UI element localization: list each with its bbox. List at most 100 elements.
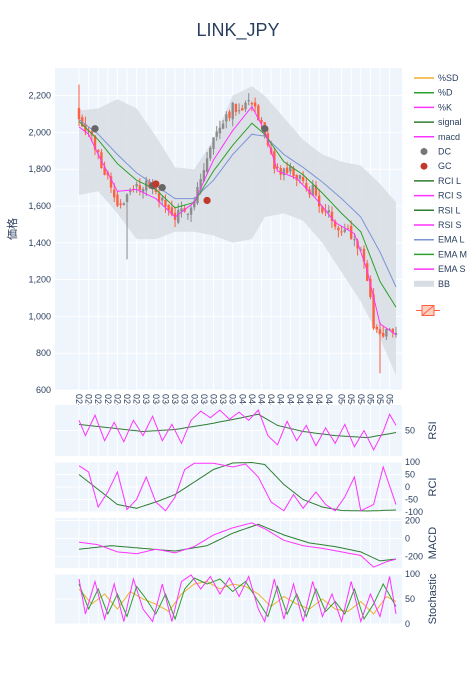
candle[interactable] <box>282 167 286 181</box>
legend-item[interactable]: macd <box>414 132 460 142</box>
legend-item[interactable]: %K <box>414 102 452 112</box>
candle[interactable] <box>385 328 388 341</box>
legend[interactable]: %SD %D %K signal macd DC GC RCI L RCI S RSI L RSI … <box>414 73 467 316</box>
legend-item[interactable]: RSI S <box>414 220 462 230</box>
candle[interactable] <box>247 93 250 106</box>
legend-item[interactable]: %SD <box>414 73 459 83</box>
candle[interactable] <box>237 103 241 115</box>
legend-item[interactable]: EMA L <box>414 235 465 245</box>
gc-marker[interactable] <box>152 180 160 188</box>
candle-body <box>250 102 254 105</box>
dc-marker[interactable] <box>261 125 269 133</box>
candle-body <box>202 170 206 182</box>
candle[interactable] <box>346 224 350 230</box>
candle-body <box>295 174 298 181</box>
legend-item[interactable]: RSI L <box>414 205 461 215</box>
candle[interactable] <box>301 171 305 184</box>
legend-item[interactable]: GC <box>420 161 453 171</box>
panel-0-ytick-label: 1,400 <box>28 238 51 248</box>
candle-body <box>221 123 225 129</box>
candle[interactable] <box>209 145 212 161</box>
candle[interactable] <box>381 326 385 338</box>
candle[interactable] <box>221 119 225 130</box>
candle[interactable] <box>375 324 378 333</box>
candle[interactable] <box>231 101 234 127</box>
candle[interactable] <box>327 205 330 218</box>
dc-marker[interactable] <box>158 184 166 192</box>
candle[interactable] <box>161 195 164 206</box>
candle[interactable] <box>164 194 167 213</box>
candle[interactable] <box>135 181 138 193</box>
legend-item[interactable]: DC <box>420 147 452 157</box>
candle[interactable] <box>317 189 321 213</box>
legend-item[interactable]: EMA M <box>414 249 467 259</box>
candle[interactable] <box>234 103 238 116</box>
legend-item[interactable]: RCI L <box>414 176 461 186</box>
candle[interactable] <box>138 178 142 196</box>
candle[interactable] <box>218 120 222 140</box>
candle[interactable] <box>362 245 366 269</box>
candle[interactable] <box>129 187 132 196</box>
candle[interactable] <box>193 197 196 211</box>
candle-body <box>375 326 378 330</box>
candle[interactable] <box>189 204 193 222</box>
legend-item[interactable]: BB <box>414 279 450 289</box>
candle[interactable] <box>353 233 356 247</box>
candle[interactable] <box>359 246 362 251</box>
candle[interactable] <box>260 117 263 129</box>
candle[interactable] <box>394 326 398 338</box>
candle[interactable] <box>244 100 247 113</box>
dc-marker[interactable] <box>91 125 99 133</box>
legend-item[interactable] <box>416 305 440 316</box>
legend-item[interactable]: EMA S <box>414 264 466 274</box>
candle[interactable] <box>212 137 215 155</box>
candle[interactable] <box>241 104 244 111</box>
candle[interactable] <box>349 220 353 240</box>
candle[interactable] <box>199 173 202 195</box>
legend-item[interactable]: %D <box>414 88 453 98</box>
candle[interactable] <box>337 225 340 238</box>
candle[interactable] <box>276 163 279 170</box>
candle[interactable] <box>116 191 119 208</box>
candle[interactable] <box>145 176 148 197</box>
candle[interactable] <box>289 162 292 175</box>
candle[interactable] <box>225 111 228 129</box>
candle[interactable] <box>215 125 218 141</box>
candle[interactable] <box>109 172 113 193</box>
candle-body <box>231 102 234 120</box>
candle[interactable] <box>113 183 116 203</box>
candle[interactable] <box>103 161 106 176</box>
candle[interactable] <box>311 179 314 197</box>
candle[interactable] <box>205 152 209 175</box>
macd-axis-title: MACD <box>427 527 439 559</box>
candle-body <box>260 119 263 123</box>
candle-body <box>381 332 385 337</box>
candle[interactable] <box>167 204 170 216</box>
candle-body <box>109 176 113 188</box>
candle[interactable] <box>93 134 97 156</box>
candle[interactable] <box>119 199 122 209</box>
candle[interactable] <box>228 109 231 122</box>
candle[interactable] <box>253 97 257 112</box>
candle-body <box>209 147 212 159</box>
candle[interactable] <box>369 275 372 300</box>
candle[interactable] <box>77 84 81 127</box>
candle[interactable] <box>122 202 126 206</box>
candle[interactable] <box>340 225 343 236</box>
stochastic-axis-title: Stochastic <box>427 573 439 624</box>
candle[interactable] <box>202 163 206 182</box>
candle[interactable] <box>330 206 334 228</box>
candle[interactable] <box>378 322 382 374</box>
candle-body <box>391 328 394 333</box>
gc-marker[interactable] <box>203 196 211 205</box>
candle-body <box>145 180 148 191</box>
candle[interactable] <box>180 201 183 218</box>
candle[interactable] <box>295 174 298 187</box>
legend-item[interactable]: signal <box>414 117 462 127</box>
candle[interactable] <box>125 193 129 260</box>
legend-item[interactable]: RCI S <box>414 191 462 201</box>
candle[interactable] <box>314 180 318 197</box>
series--k <box>78 574 397 624</box>
candle[interactable] <box>186 212 190 220</box>
candle[interactable] <box>333 219 337 230</box>
